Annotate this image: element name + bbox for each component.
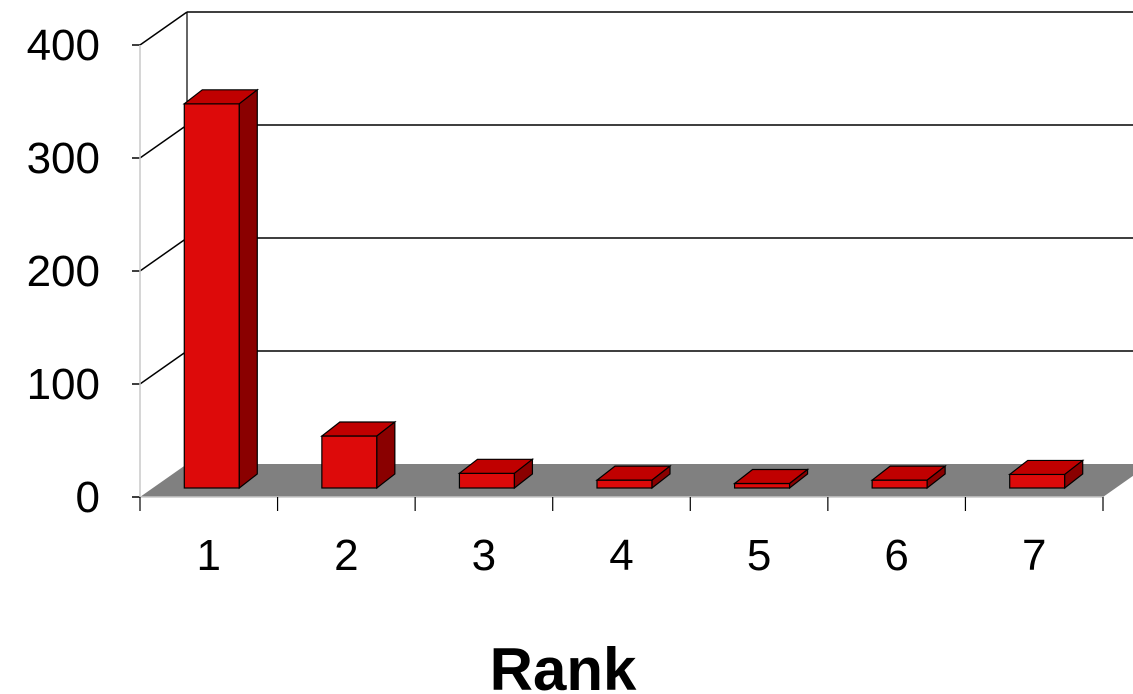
bar-front (1009, 473, 1066, 489)
bar-side (513, 458, 534, 490)
bar-front (596, 479, 653, 489)
bar-5 (732, 468, 810, 490)
x-tick-label: 1 (197, 531, 221, 580)
x-tick-label: 6 (884, 531, 908, 580)
bar-front (458, 472, 516, 489)
gridline-diagonal (139, 237, 188, 272)
x-tick-label: 4 (609, 531, 633, 580)
bar-side (926, 464, 946, 490)
bar-side (238, 88, 258, 490)
bar-front (321, 435, 378, 489)
bar-3 (457, 458, 535, 490)
bar-side (1064, 459, 1084, 490)
bar-1 (182, 88, 260, 490)
y-tick-label: 0 (76, 473, 100, 522)
x-tick-label: 7 (1022, 531, 1046, 580)
y-tick-label: 300 (27, 134, 100, 183)
gridlines (139, 11, 1133, 385)
bar-front (871, 479, 928, 489)
y-tick-label: 100 (27, 360, 100, 409)
y-tick-labels: 0 100 200 300 400 (27, 21, 100, 522)
x-tick-label: 2 (334, 531, 358, 580)
bar-4 (595, 464, 672, 490)
bar-6 (870, 464, 947, 490)
gridline-diagonal (139, 11, 188, 46)
bar-side (788, 468, 809, 490)
bar-front (733, 482, 791, 489)
bar-7 (1007, 459, 1085, 490)
bars (182, 88, 1085, 490)
axes (132, 12, 1104, 511)
bar-2 (320, 420, 397, 490)
gridline-diagonal (139, 350, 188, 385)
x-axis-title: Rank (490, 636, 637, 694)
x-tick-label: 5 (747, 531, 771, 580)
bar-front (183, 103, 240, 489)
y-tick-label: 400 (27, 21, 100, 70)
y-tick-label: 200 (27, 247, 100, 296)
gridline-diagonal (139, 124, 188, 159)
bar-side (376, 420, 396, 490)
x-tick-label: 3 (472, 531, 496, 580)
bar-side (651, 464, 671, 490)
x-tick-labels: 1 2 3 4 5 6 7 (197, 531, 1047, 580)
